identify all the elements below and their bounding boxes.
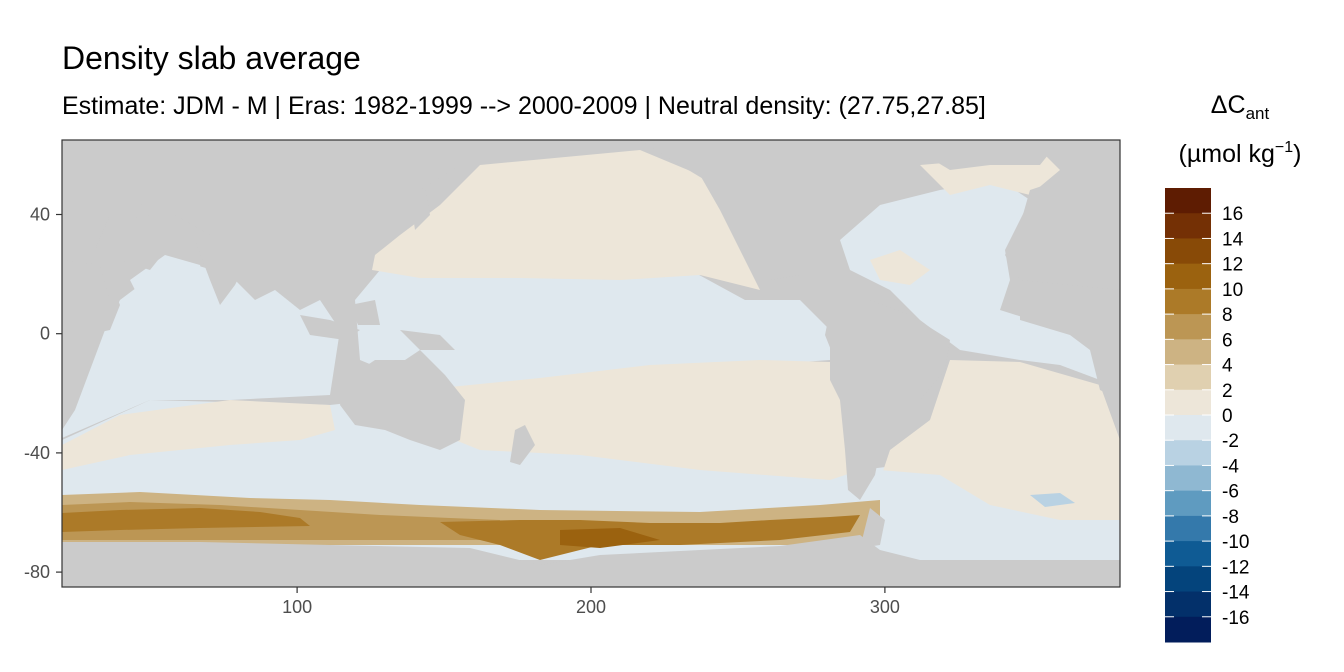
x-axis: 100 200 300 xyxy=(282,587,900,617)
legend-label: 4 xyxy=(1222,356,1233,377)
region-gulf-stream xyxy=(870,250,930,285)
legend-swatch xyxy=(1165,415,1211,441)
legend-label: -12 xyxy=(1222,557,1249,578)
land-central-america xyxy=(770,275,830,305)
land-africa xyxy=(62,140,300,340)
land-new-zealand xyxy=(510,425,535,465)
land-europe xyxy=(1005,160,1120,300)
x-tick-label: 100 xyxy=(282,597,312,617)
legend-swatch xyxy=(1165,263,1211,290)
land-africa-east xyxy=(62,260,110,430)
legend-labels: 16 14 12 10 8 6 4 2 0 -2 -4 -6 -8 -10 -12 -14 -16 xyxy=(1222,204,1250,629)
legend-label: 14 xyxy=(1222,229,1244,250)
legend-label: -10 xyxy=(1222,532,1249,553)
land-borneo xyxy=(350,300,380,325)
legend-swatch xyxy=(1165,515,1211,542)
legend-swatch xyxy=(1165,339,1211,366)
land-indonesia xyxy=(300,315,360,340)
region-weddell xyxy=(880,470,1120,560)
y-tick-label: -80 xyxy=(24,562,50,582)
region-equatorial-pacific xyxy=(355,270,830,390)
legend-unit: (µmol kg−1) xyxy=(1179,139,1302,168)
land-west-africa xyxy=(1020,280,1120,400)
legend-label: -2 xyxy=(1222,431,1239,452)
region-antarctic-margin-dark xyxy=(62,508,310,532)
land-japan xyxy=(410,190,430,230)
land-india xyxy=(195,235,250,305)
legend-swatch xyxy=(1165,288,1211,315)
x-tick-label: 300 xyxy=(870,597,900,617)
land-antarctica xyxy=(62,535,1120,587)
land-australia xyxy=(340,350,465,450)
chart-subtitle: Estimate: JDM - M | Eras: 1982-1999 --> … xyxy=(62,92,986,120)
legend-swatch xyxy=(1165,389,1211,416)
legend-label: -6 xyxy=(1222,482,1239,503)
legend-swatch xyxy=(1165,213,1211,239)
legend-label: -8 xyxy=(1222,507,1239,528)
land-greenland xyxy=(900,140,1060,170)
x-tick-label: 200 xyxy=(576,597,606,617)
legend-swatch xyxy=(1165,490,1211,517)
region-arabian-sea xyxy=(130,255,210,320)
region-north-atlantic xyxy=(840,180,1100,380)
legend-label: 10 xyxy=(1222,280,1243,301)
land-arabia xyxy=(110,215,170,270)
legend-swatch xyxy=(1165,616,1211,643)
legend-label: 6 xyxy=(1222,330,1233,351)
region-indian-ocean xyxy=(62,262,340,438)
legend-label: -16 xyxy=(1222,608,1249,629)
land-eurasia xyxy=(150,140,470,290)
y-axis: 40 0 -40 -80 xyxy=(24,205,62,582)
region-indian-south-band xyxy=(62,400,335,470)
legend-swatch xyxy=(1165,541,1211,567)
region-north-pacific xyxy=(372,150,760,290)
region-ross-core xyxy=(560,528,660,548)
land-antarctic-peninsula xyxy=(860,508,885,548)
legend-swatch xyxy=(1165,314,1211,340)
legend-swatch xyxy=(1165,238,1211,265)
legend-label: 12 xyxy=(1222,255,1243,276)
land-new-guinea xyxy=(400,330,455,350)
legend-swatch xyxy=(1165,188,1211,214)
legend-swatch xyxy=(1165,465,1211,492)
y-tick-label: 40 xyxy=(30,205,50,225)
legend-colorbar xyxy=(1165,188,1211,643)
region-weddell-patch xyxy=(1030,493,1075,507)
legend-label: 0 xyxy=(1222,406,1233,427)
legend-label: 16 xyxy=(1222,204,1243,225)
legend-swatch xyxy=(1165,566,1211,593)
map-layer xyxy=(62,140,1120,587)
legend-swatch xyxy=(1165,440,1211,466)
legend-swatch xyxy=(1165,591,1211,618)
legend-label: -14 xyxy=(1222,583,1250,604)
legend-label: 8 xyxy=(1222,305,1233,326)
legend-swatch xyxy=(1165,364,1211,391)
legend-label: 2 xyxy=(1222,381,1233,402)
y-tick-label: 0 xyxy=(40,324,50,344)
land-south-america xyxy=(825,300,950,500)
land-north-america xyxy=(640,140,920,280)
legend: ΔCant (µmol kg−1) 16 14 12 10 8 6 4 2 0 -2 -4 -6 -8 -… xyxy=(1165,91,1301,643)
y-tick-label: -40 xyxy=(24,443,50,463)
legend-label: -4 xyxy=(1222,456,1239,477)
legend-title: ΔCant xyxy=(1211,91,1270,123)
chart-title: Density slab average xyxy=(62,40,361,76)
